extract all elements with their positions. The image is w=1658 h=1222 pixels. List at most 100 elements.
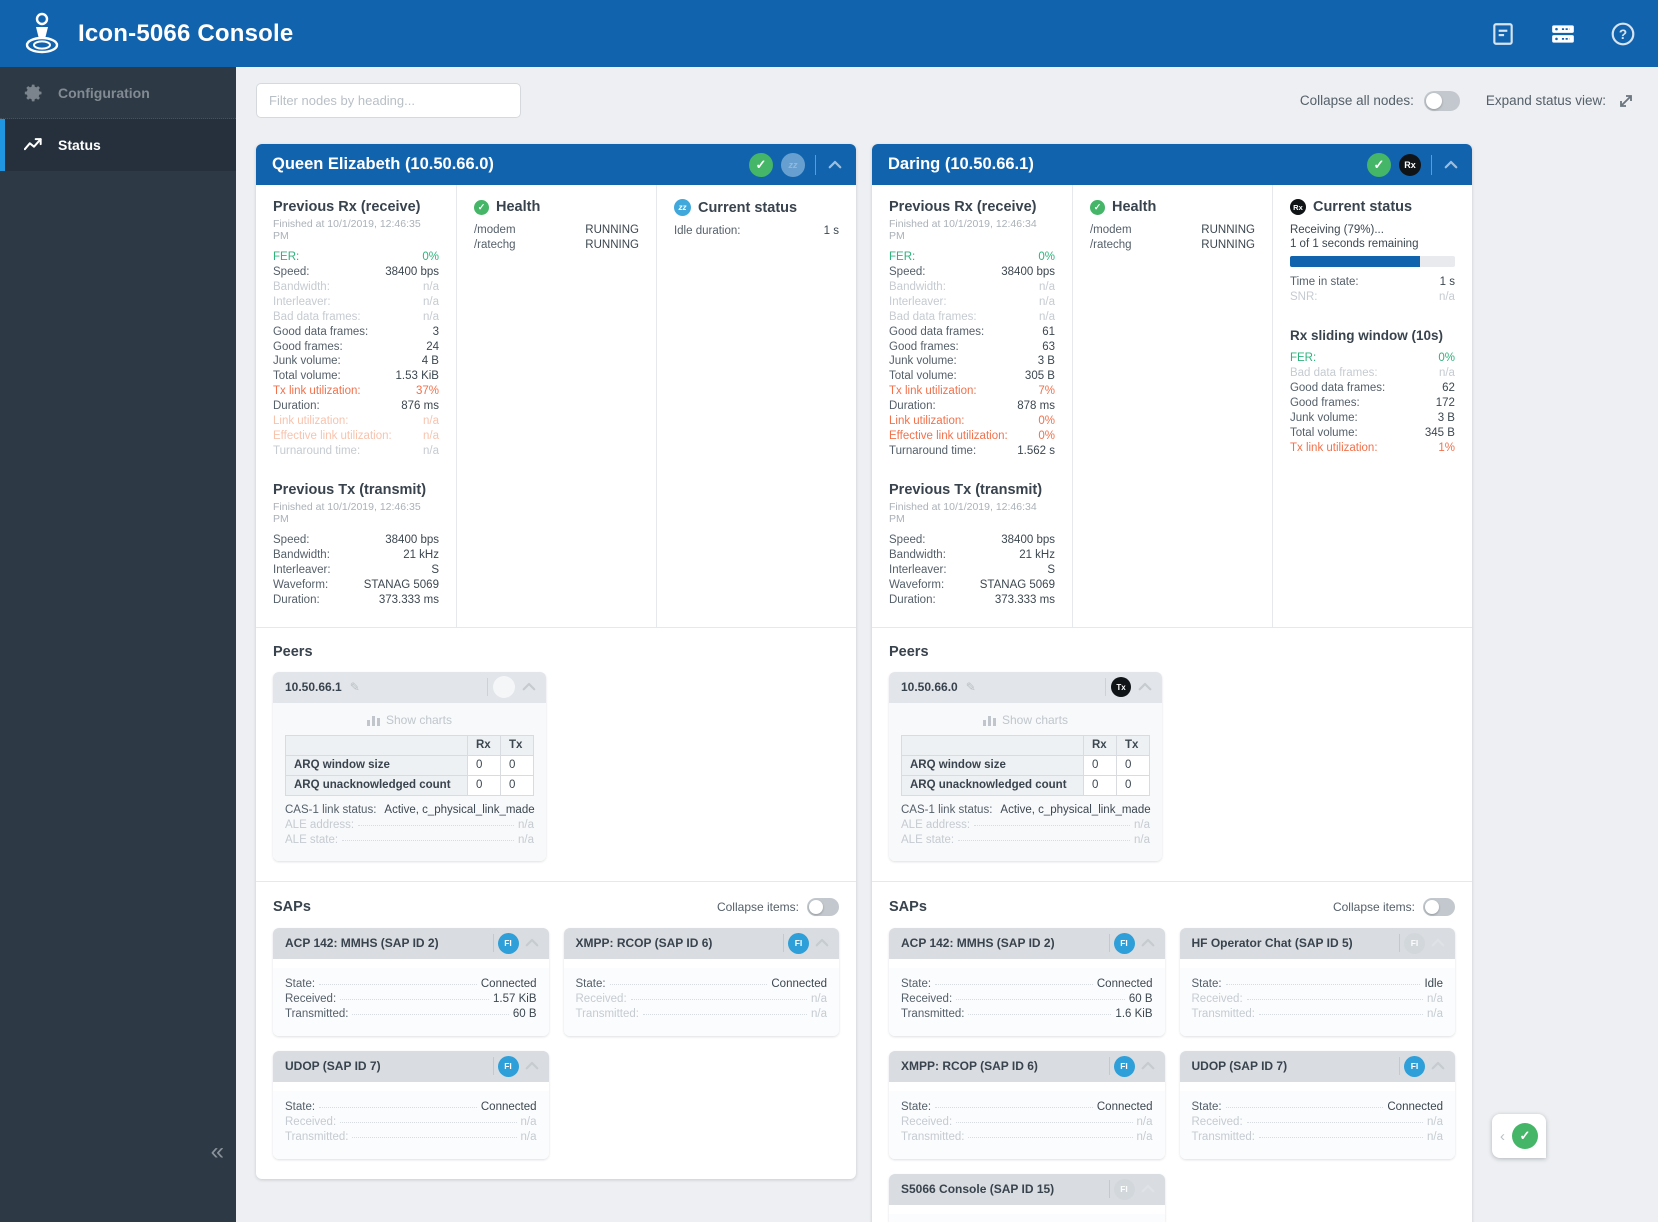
show-charts-button[interactable]: Show charts <box>901 713 1150 727</box>
kv-value: 878 ms <box>1017 400 1055 413</box>
sliding-window-row: Good frames: 172 <box>1290 397 1455 410</box>
expand-status-icon[interactable] <box>1616 91 1636 111</box>
server-icon[interactable] <box>1550 21 1576 47</box>
prev-rx-stat-row: Bad data frames: n/a <box>889 311 1055 324</box>
sap-card: ACP 142: MMHS (SAP ID 2) FI State: Connec… <box>889 927 1165 1036</box>
kv-value: n/a <box>1427 1131 1443 1144</box>
peer-card: 10.50.66.0 ✎ Tx <box>889 671 1162 861</box>
sap-card-header[interactable]: HF Operator Chat (SAP ID 5) FI <box>1179 927 1455 959</box>
collapse-all-toggle[interactable] <box>1423 90 1460 111</box>
kv-value: S <box>431 564 439 577</box>
kv-value: 0% <box>1038 251 1055 263</box>
collapse-sap-chevron-icon[interactable] <box>813 934 831 952</box>
collapse-sap-chevron-icon[interactable] <box>1429 1057 1447 1075</box>
arq-tx-value: 0 <box>1116 774 1150 796</box>
kv-leader <box>968 1014 1112 1016</box>
app-title: Icon-5066 Console <box>78 19 294 47</box>
arq-col-tx: Tx <box>500 734 534 756</box>
sap-stat-row: Transmitted: n/a <box>576 1008 828 1021</box>
expand-status-label: Expand status view: <box>1485 93 1606 108</box>
log-icon[interactable] <box>1490 21 1516 47</box>
health-heading: Health <box>495 199 541 215</box>
collapse-node-chevron-icon[interactable] <box>826 156 844 174</box>
collapse-items-toggle[interactable] <box>1423 897 1455 916</box>
arq-row-label: ARQ window size <box>901 754 1084 776</box>
prev-rx-stat-row: Link utilization: 0% <box>889 415 1055 428</box>
collapse-peer-chevron-icon[interactable] <box>1136 678 1154 696</box>
sap-card-header[interactable]: UDOP (SAP ID 7) FI <box>1179 1050 1455 1082</box>
prev-tx-stat-row: Duration: 373.333 ms <box>889 594 1055 607</box>
filter-nodes-input[interactable] <box>256 83 521 118</box>
kv-value: 60 B <box>512 1008 537 1021</box>
kv-label: State: <box>285 977 316 990</box>
chevron-left-icon[interactable]: ‹ <box>1500 1127 1505 1145</box>
collapse-sap-chevron-icon[interactable] <box>523 1057 541 1075</box>
sap-card-header[interactable]: ACP 142: MMHS (SAP ID 2) FI <box>889 927 1165 959</box>
show-charts-button[interactable]: Show charts <box>285 713 534 727</box>
node-card-header[interactable]: Queen Elizabeth (10.50.66.0) ✓ zz <box>256 144 856 185</box>
health-row: /ratechg RUNNING <box>474 239 639 252</box>
sidebar-item-configuration[interactable]: Configuration <box>0 67 236 119</box>
prev-rx-stat-row: Good data frames: 3 <box>273 326 439 339</box>
collapse-sap-chevron-icon[interactable] <box>1139 1057 1157 1075</box>
sidebar-item-label: Status <box>58 137 101 153</box>
collapse-items-toggle[interactable] <box>807 897 839 916</box>
kv-leader <box>642 1014 807 1016</box>
sidebar-collapse-button[interactable]: « <box>210 1138 224 1165</box>
kv-leader <box>609 983 768 985</box>
edit-peer-icon[interactable]: ✎ <box>965 680 976 695</box>
edit-peer-icon[interactable]: ✎ <box>349 680 360 695</box>
kv-value: n/a <box>1038 295 1055 308</box>
sap-title: HF Operator Chat (SAP ID 5) <box>1191 936 1353 951</box>
kv-label: Duration: <box>273 594 320 606</box>
kv-label: Received: <box>1191 1116 1243 1128</box>
kv-leader <box>1246 999 1423 1001</box>
sap-title: UDOP (SAP ID 7) <box>285 1059 381 1074</box>
kv-label: Waveform: <box>273 579 329 592</box>
sidebar-item-status[interactable]: Status <box>0 119 236 171</box>
sap-card-header[interactable]: XMPP: RCOP (SAP ID 6) FI <box>889 1050 1165 1082</box>
idle-status-icon: zz <box>673 199 691 216</box>
peer-status-badge <box>493 676 515 699</box>
peer-card-header[interactable]: 10.50.66.1 ✎ <box>273 671 546 703</box>
kv-leader <box>352 1014 509 1016</box>
prev-rx-stat-row: Good data frames: 61 <box>889 326 1055 339</box>
kv-label: Received: <box>285 993 337 1006</box>
sap-card-header[interactable]: XMPP: RCOP (SAP ID 6) FI <box>563 927 839 959</box>
kv-leader <box>968 1137 1133 1139</box>
kv-value: n/a <box>1438 367 1455 380</box>
sap-stat-row: State: Connected <box>285 1101 537 1114</box>
kv-value: 0% <box>422 251 439 263</box>
help-icon[interactable]: ? <box>1610 21 1636 47</box>
node-title: Queen Elizabeth (10.50.66.0) <box>272 155 494 173</box>
prev-tx-stat-row: Bandwidth: 21 kHz <box>273 549 439 562</box>
prev-tx-stat-row: Interleaver: S <box>889 564 1055 577</box>
prev-tx-stat-row: Waveform: STANAG 5069 <box>889 579 1055 592</box>
sap-stat-row: Transmitted: n/a <box>1192 1131 1444 1144</box>
prev-rx-stat-row: Speed: 38400 bps <box>889 266 1055 279</box>
node-card-header[interactable]: Daring (10.50.66.1) ✓ Rx <box>872 144 1472 185</box>
arq-corner-cell <box>901 734 1084 756</box>
mini-status-panel[interactable]: ‹ ✓ <box>1492 1114 1546 1158</box>
node-rx-badge: Rx <box>1399 153 1421 176</box>
collapse-sap-chevron-icon[interactable] <box>1139 934 1157 952</box>
sap-stat-row: Transmitted: 60 B <box>285 1008 537 1021</box>
collapse-sap-chevron-icon[interactable] <box>523 934 541 952</box>
kv-leader <box>958 839 1130 841</box>
sap-card-header[interactable]: UDOP (SAP ID 7) FI <box>273 1050 549 1082</box>
prev-rx-stat-row: Bandwidth: n/a <box>889 281 1055 294</box>
kv-leader <box>342 839 514 841</box>
sap-card-header[interactable]: ACP 142: MMHS (SAP ID 2) FI <box>273 927 549 959</box>
kv-value: 38400 bps <box>385 534 439 547</box>
collapse-sap-chevron-icon[interactable] <box>1429 934 1447 952</box>
kv-value: 38400 bps <box>1001 265 1055 278</box>
kv-label: Transmitted: <box>575 1008 639 1021</box>
collapse-node-chevron-icon[interactable] <box>1442 156 1460 174</box>
collapse-peer-chevron-icon[interactable] <box>520 678 538 696</box>
prev-rx-stat-row: Total volume: 305 B <box>889 370 1055 383</box>
collapse-sap-chevron-icon[interactable] <box>1139 1180 1157 1198</box>
sap-card-header[interactable]: S5066 Console (SAP ID 15) FI <box>889 1173 1165 1205</box>
kv-value: n/a <box>1038 280 1055 293</box>
peer-card-header[interactable]: 10.50.66.0 ✎ Tx <box>889 671 1162 703</box>
kv-value: Connected <box>771 977 827 990</box>
